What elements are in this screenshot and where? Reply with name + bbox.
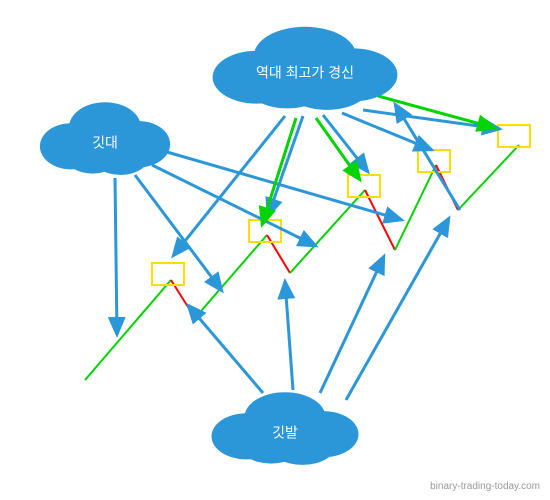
pointer-arrow: [285, 281, 293, 390]
pointer-arrow: [363, 110, 500, 129]
price-segment: [365, 190, 395, 250]
cloud-top: 역대 최고가 경신: [213, 27, 398, 110]
diagram-svg: 역대 최고가 경신깃대깃발: [0, 0, 550, 500]
pointer-arrow: [173, 116, 285, 256]
flag-box: [348, 175, 380, 197]
price-segment: [290, 190, 365, 273]
pointer-arrow-green: [316, 118, 360, 180]
pointer-arrow: [152, 165, 316, 246]
cloud-bottom: 깃발: [212, 392, 359, 465]
watermark: binary-trading-today.com: [430, 481, 540, 492]
flag-box: [498, 125, 530, 147]
price-segment: [195, 235, 267, 318]
price-segment: [85, 280, 171, 380]
price-segment: [395, 165, 436, 250]
cloud-top-label: 역대 최고가 경신: [256, 65, 354, 81]
cloud-bottom-label: 깃발: [272, 425, 298, 441]
pointer-arrow: [188, 305, 263, 393]
cloud-left-label: 깃대: [92, 135, 118, 151]
pointer-arrow: [320, 256, 384, 393]
pointer-arrow: [323, 115, 368, 172]
pointer-arrow: [115, 178, 117, 335]
cloud-left: 깃대: [40, 102, 170, 175]
pointer-arrow-green: [262, 118, 296, 225]
pointer-arrow-green: [378, 96, 495, 128]
price-segment: [267, 235, 290, 273]
price-segment: [458, 145, 519, 210]
diagram-canvas: 역대 최고가 경신깃대깃발 binary-trading-today.com: [0, 0, 550, 500]
flag-box: [152, 263, 184, 285]
